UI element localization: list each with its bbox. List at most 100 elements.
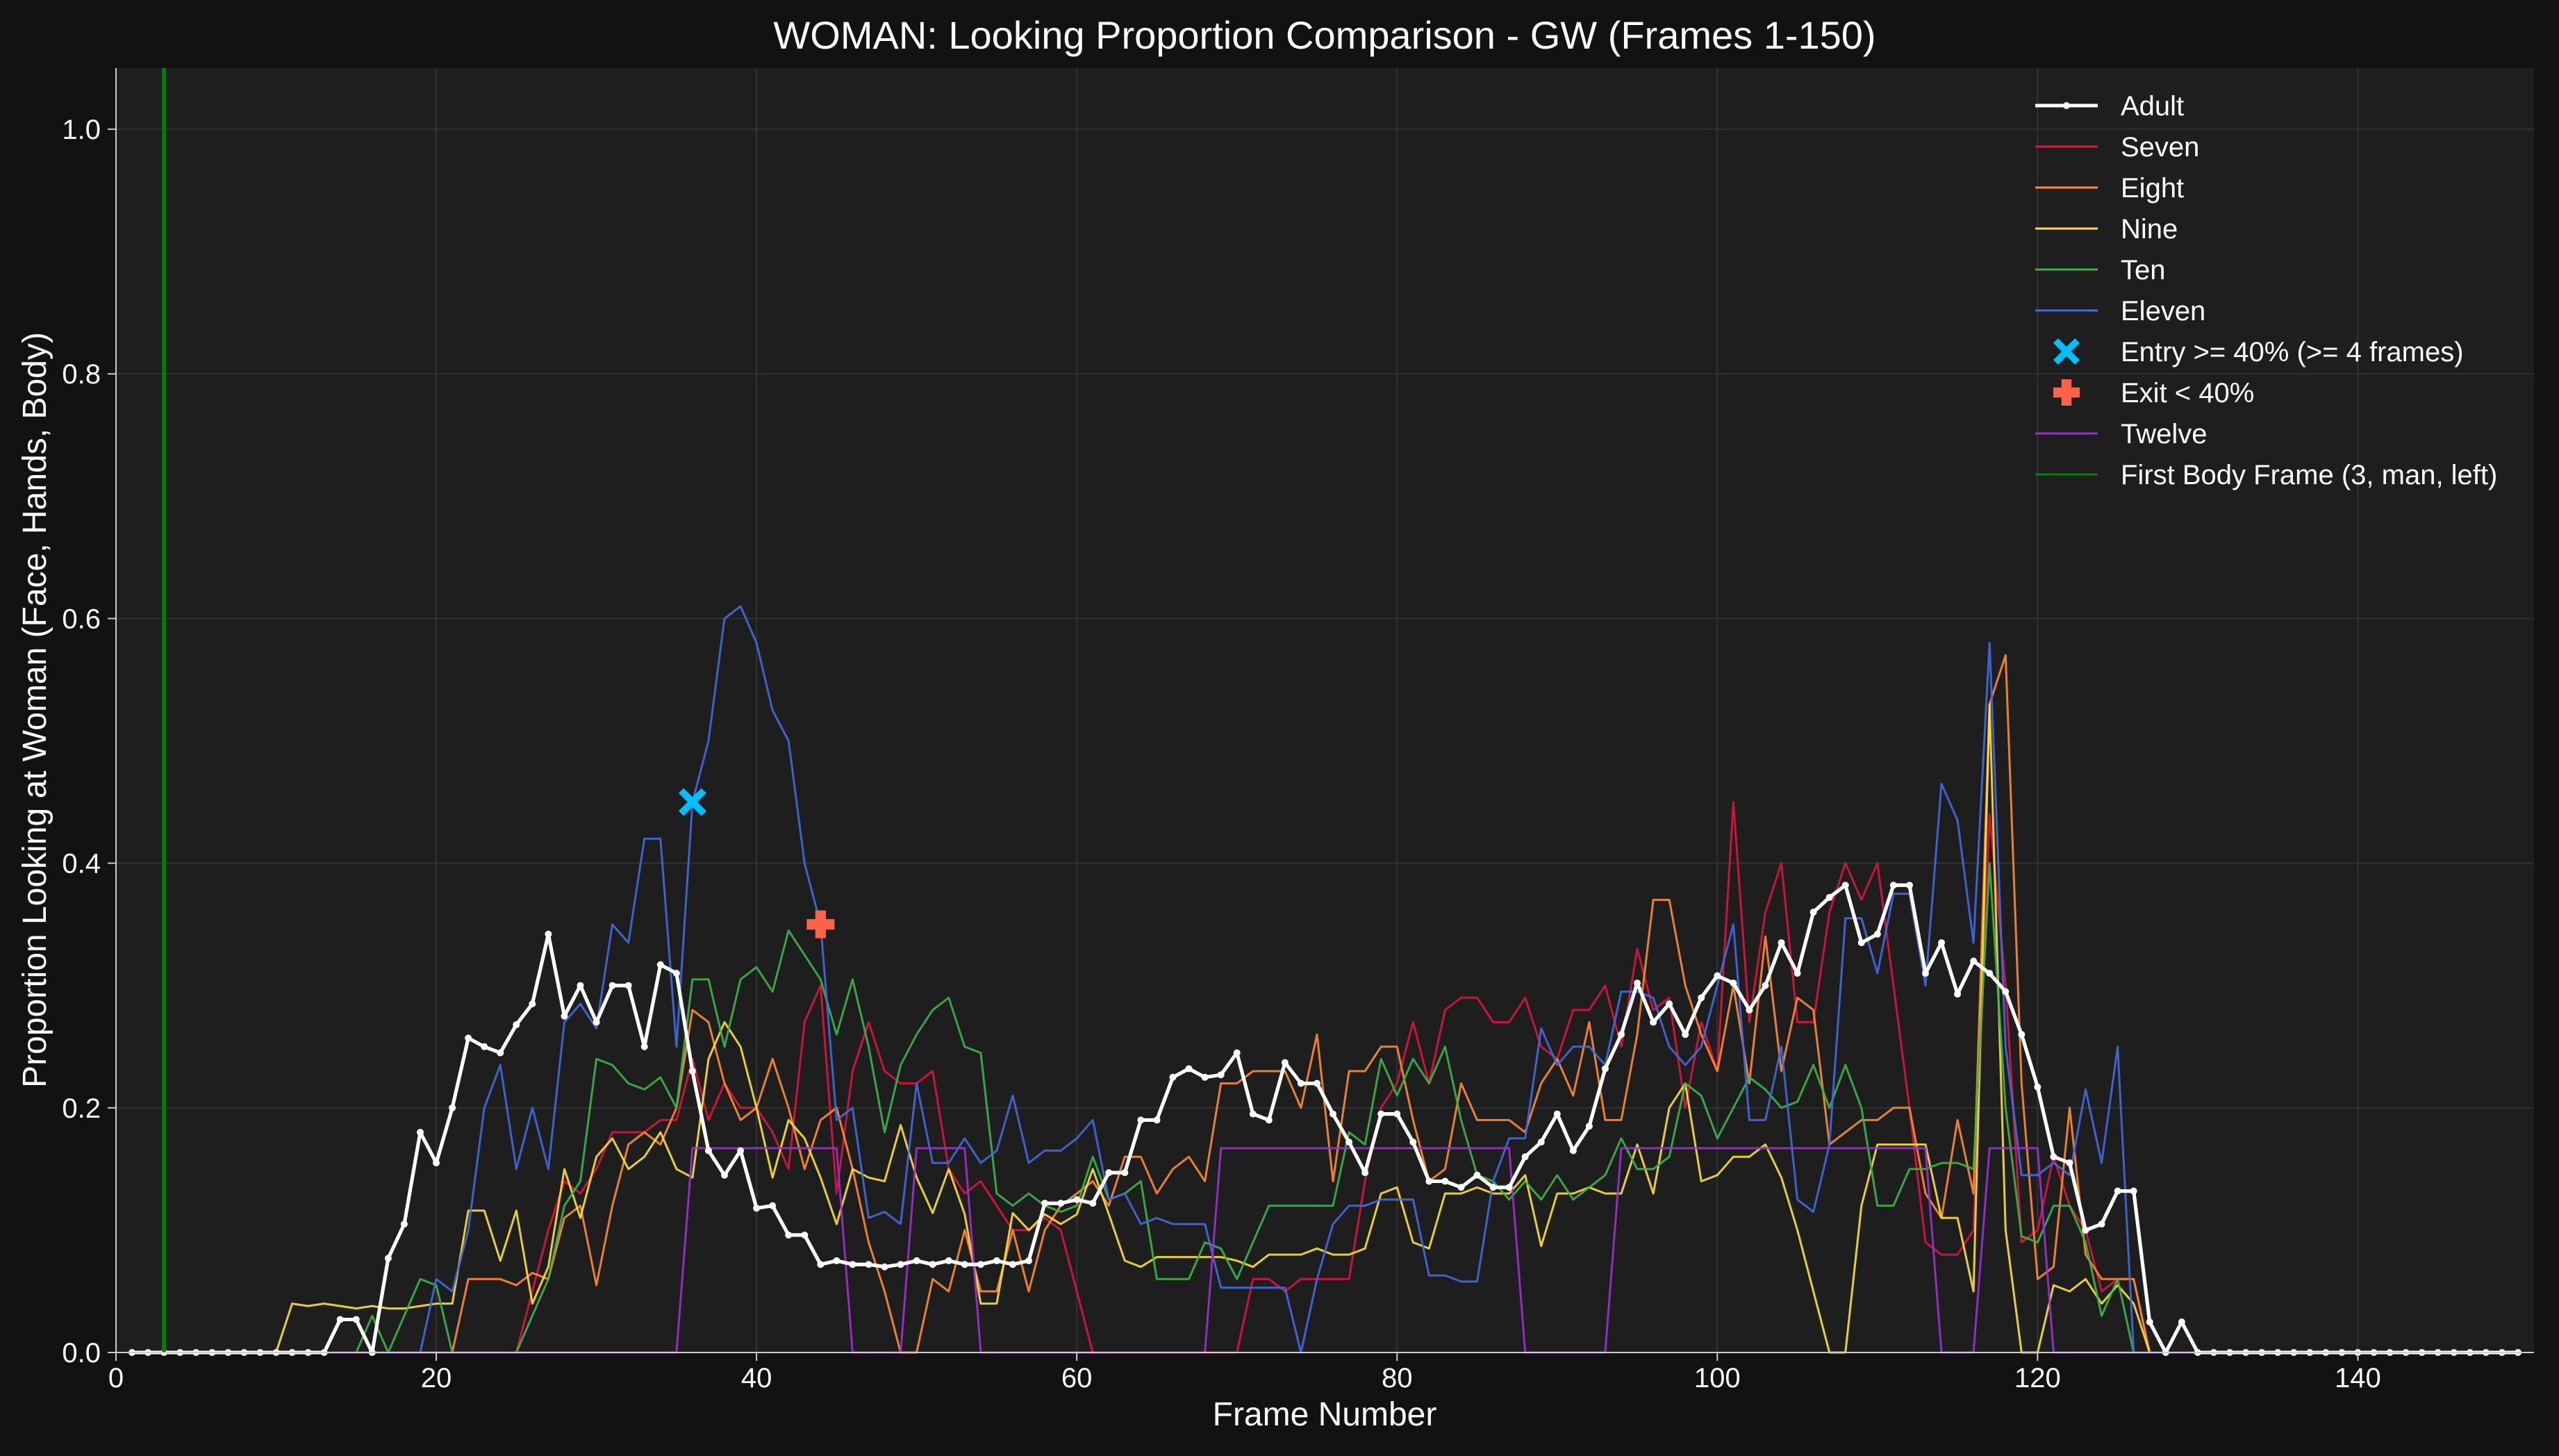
data-point-adult xyxy=(1025,1257,1033,1264)
legend-item: Eight xyxy=(2035,173,2184,204)
y-tick-label: 0.4 xyxy=(62,849,101,879)
data-point-adult xyxy=(833,1257,840,1264)
data-point-adult xyxy=(352,1316,360,1323)
data-point-adult xyxy=(1153,1116,1161,1124)
data-point-adult xyxy=(2002,988,2010,995)
exit-marker-shape xyxy=(806,910,835,938)
data-point-adult xyxy=(929,1261,936,1268)
data-point-adult xyxy=(1409,1139,1417,1146)
data-point-adult xyxy=(417,1129,424,1136)
x-tick-label: 100 xyxy=(1694,1363,1741,1393)
x-tick-label: 0 xyxy=(108,1363,124,1393)
x-tick-label: 120 xyxy=(2014,1363,2061,1393)
data-point-adult xyxy=(688,1067,696,1075)
data-point-adult xyxy=(2018,1031,2026,1039)
x-axis-label: Frame Number xyxy=(1213,1396,1437,1433)
data-point-adult xyxy=(1746,1006,1753,1014)
data-point-adult xyxy=(1666,1000,1673,1008)
data-point-adult xyxy=(1730,979,1737,987)
x-tick-label: 80 xyxy=(1382,1363,1413,1393)
data-point-adult xyxy=(1345,1139,1353,1146)
legend-label: Adult xyxy=(2121,91,2184,122)
data-point-adult xyxy=(897,1261,904,1268)
x-tick-label: 20 xyxy=(421,1363,452,1393)
legend-item: Eleven xyxy=(2035,296,2205,326)
legend-item: Seven xyxy=(2035,132,2199,163)
data-point-adult xyxy=(2082,1226,2089,1234)
data-point-adult xyxy=(561,1012,568,1020)
legend-label: Entry >= 40% (>= 4 frames) xyxy=(2121,337,2464,367)
data-point-adult xyxy=(593,1018,600,1026)
data-point-adult xyxy=(1873,930,1881,938)
data-point-adult xyxy=(1361,1169,1369,1177)
y-tick-label: 0.6 xyxy=(62,604,101,634)
data-point-adult xyxy=(1857,939,1865,947)
data-point-adult xyxy=(1217,1071,1225,1079)
data-point-adult xyxy=(737,1147,745,1155)
data-point-adult xyxy=(1057,1200,1065,1207)
data-point-adult xyxy=(1569,1147,1577,1155)
data-point-adult xyxy=(961,1261,968,1268)
data-point-adult xyxy=(1425,1177,1433,1185)
data-point-adult xyxy=(1537,1139,1545,1146)
data-point-adult xyxy=(1041,1200,1049,1207)
data-point-adult xyxy=(2130,1187,2137,1195)
data-point-adult xyxy=(433,1159,440,1167)
data-point-adult xyxy=(1489,1184,1497,1191)
data-point-adult xyxy=(384,1255,392,1262)
data-point-adult xyxy=(1457,1184,1465,1191)
data-point-adult xyxy=(513,1021,520,1029)
legend-item: Exit < 40% xyxy=(2053,378,2254,408)
x-tick-label: 40 xyxy=(741,1363,772,1393)
data-point-adult xyxy=(400,1221,408,1228)
data-point-adult xyxy=(769,1202,777,1209)
data-point-adult xyxy=(1249,1110,1257,1118)
data-point-adult xyxy=(336,1316,344,1323)
data-point-adult xyxy=(865,1261,872,1268)
data-point-adult xyxy=(913,1257,920,1264)
data-point-adult xyxy=(1233,1049,1241,1057)
data-point-adult xyxy=(2050,1153,2057,1161)
data-point-adult xyxy=(1714,972,1721,979)
y-tick-label: 1.0 xyxy=(62,115,101,145)
entry-marker-shape xyxy=(678,788,706,816)
data-point-adult xyxy=(1986,970,1994,977)
data-point-adult xyxy=(2114,1187,2121,1195)
data-point-adult xyxy=(1201,1073,1209,1081)
legend-item: Entry >= 40% (>= 4 frames) xyxy=(2053,337,2464,367)
data-point-adult xyxy=(1297,1079,1305,1087)
data-point-adult xyxy=(2034,1083,2042,1091)
data-point-adult xyxy=(817,1261,825,1268)
data-point-adult xyxy=(849,1261,856,1268)
legend-item: Ten xyxy=(2035,255,2166,286)
data-point-adult xyxy=(1634,979,1641,987)
data-point-adult xyxy=(1921,970,1929,977)
series-line-eleven xyxy=(132,605,2518,1354)
data-point-adult xyxy=(1009,1261,1016,1268)
data-point-adult xyxy=(2066,1159,2073,1167)
x-tick-label: 60 xyxy=(1061,1363,1093,1393)
data-point-adult xyxy=(753,1205,761,1212)
data-point-adult xyxy=(1601,1065,1609,1073)
chart-title: WOMAN: Looking Proportion Comparison - G… xyxy=(773,13,1875,57)
legend-item: First Body Frame (3, man, left) xyxy=(2035,460,2497,490)
data-point-adult xyxy=(1889,882,1897,889)
legend-label: Ten xyxy=(2121,255,2166,286)
data-point-adult xyxy=(1682,1031,1689,1039)
data-point-adult xyxy=(1265,1116,1273,1124)
data-point-adult xyxy=(656,961,664,968)
legend-entry-marker xyxy=(2053,338,2080,365)
data-point-adult xyxy=(640,1043,648,1050)
data-point-adult xyxy=(1393,1110,1401,1118)
data-point-adult xyxy=(1313,1079,1320,1087)
data-point-adult xyxy=(1553,1110,1561,1118)
data-point-adult xyxy=(608,982,616,989)
y-tick-label: 0.2 xyxy=(62,1093,101,1124)
data-point-adult xyxy=(945,1257,952,1264)
data-point-adult xyxy=(545,930,552,938)
legend-label: Nine xyxy=(2121,214,2178,245)
axes: 0 20 40 60 80 100 120 140 0.0 0.2 0.4 0.6 0.8 1.0 xyxy=(62,68,2534,1393)
data-point-adult xyxy=(1137,1116,1145,1124)
x-tick-label: 140 xyxy=(2335,1363,2381,1393)
